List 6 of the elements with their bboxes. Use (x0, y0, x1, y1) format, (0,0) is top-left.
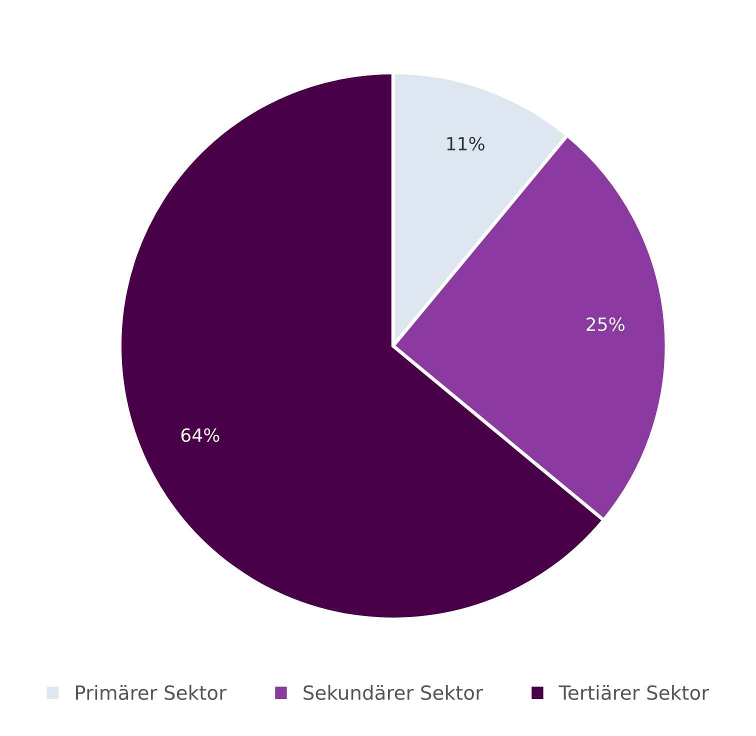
legend-label: Primärer Sektor (76, 684, 227, 700)
data-label: 64% (181, 428, 220, 442)
data-label: 25% (586, 317, 624, 332)
legend-label: Sekundärer Sektor (304, 684, 484, 700)
data-label: 11% (447, 136, 484, 151)
legend-label: Tertiärer Sektor (558, 684, 710, 700)
